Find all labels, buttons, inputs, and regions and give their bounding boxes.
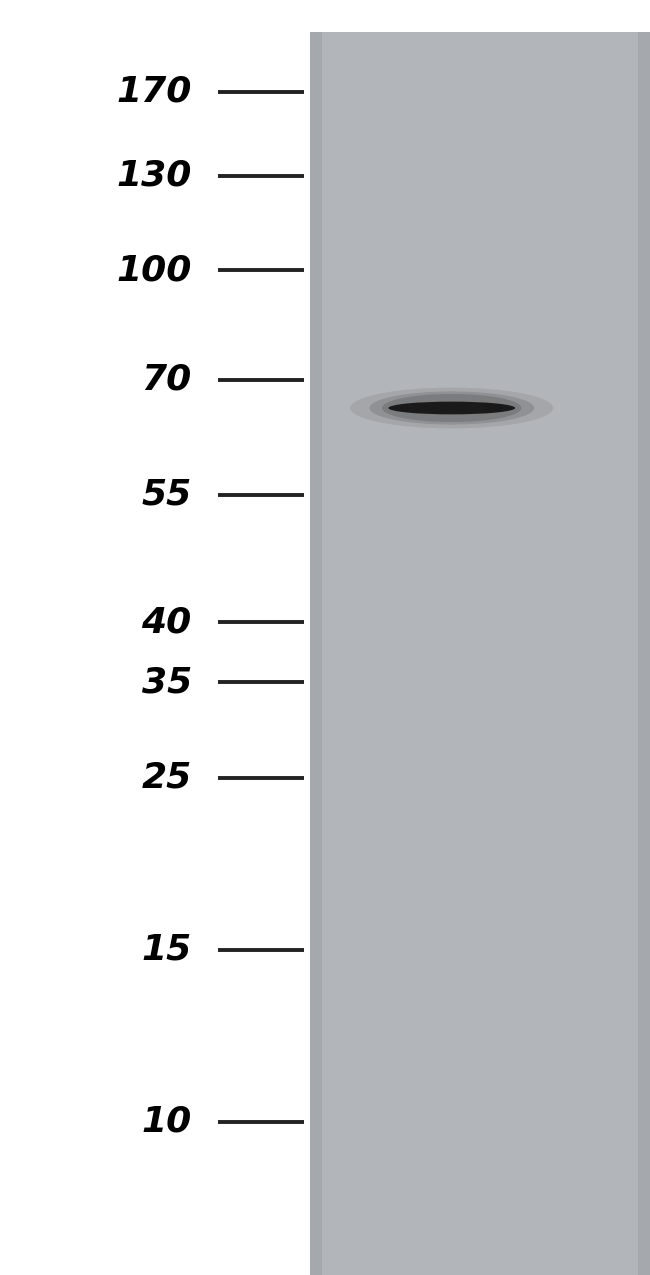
Text: 170: 170 [116,75,192,108]
Bar [310,32,322,1275]
Bar [310,32,650,1275]
Ellipse shape [369,391,534,425]
Text: 130: 130 [116,159,192,193]
Text: 10: 10 [142,1105,192,1139]
Text: 25: 25 [142,761,192,794]
Text: 15: 15 [142,933,192,966]
Text: 55: 55 [142,478,192,511]
Ellipse shape [388,402,515,414]
Text: 35: 35 [142,666,192,699]
Bar [638,32,650,1275]
Text: 70: 70 [142,363,192,397]
Ellipse shape [382,394,521,422]
Text: 40: 40 [142,606,192,639]
Ellipse shape [350,388,553,428]
Text: 100: 100 [116,254,192,287]
